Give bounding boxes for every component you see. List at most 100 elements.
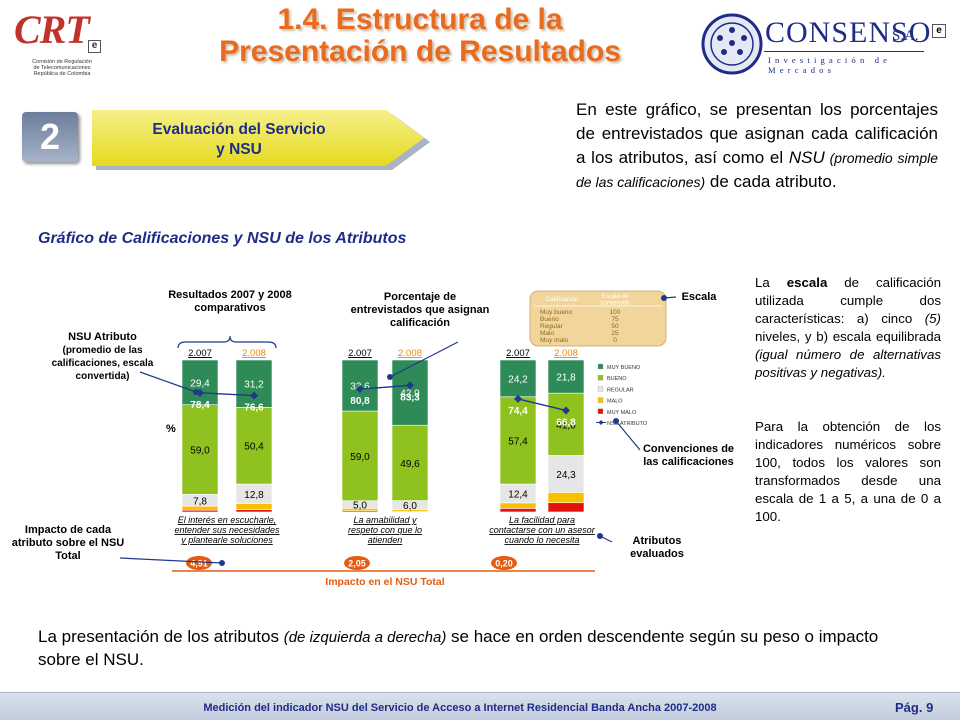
impact-badge xyxy=(491,556,517,570)
impact-value: 2,05 xyxy=(348,559,366,569)
title-line-1: 1.4. Estructura de la xyxy=(277,3,563,36)
callout-impact: Impacto de cada atributo sobre el NSU To… xyxy=(11,524,125,562)
scale-table-label: Muy bueno xyxy=(540,309,573,316)
bar-value-label: 50,4 xyxy=(244,442,264,453)
callout-nsu-title: NSU Atributo xyxy=(68,331,137,343)
callout-percent-assign: Porcentaje de entrevistados que asignan … xyxy=(350,291,490,329)
bar-value-label: 41,0 xyxy=(556,420,576,431)
arrow-nsu-head xyxy=(193,389,199,395)
nsu-line xyxy=(517,398,567,412)
scale-text-mid: de calificación utilizada cumple dos car… xyxy=(755,275,941,326)
bar-segment-muy-bueno xyxy=(499,359,537,398)
bar-segment-malo xyxy=(499,502,537,509)
section-banner-arrow xyxy=(92,110,430,170)
nsu-value-label: 83,3 xyxy=(400,392,420,403)
nsu-value-label: 66,8 xyxy=(556,417,576,428)
legend-nsu-marker xyxy=(598,420,604,425)
callout-scale: Escala xyxy=(681,291,717,303)
crt-caption-line: República de Colombia xyxy=(33,71,91,77)
bar-segment-bueno xyxy=(341,410,379,502)
nsu-marker xyxy=(562,406,570,415)
scale-table-bg xyxy=(529,290,667,347)
scale-paragraph: La escala de calificación utilizada cump… xyxy=(755,274,941,382)
scale-table-label: Muy malo xyxy=(540,337,569,344)
nsu-marker xyxy=(406,381,414,390)
transform-paragraph: Para la obtención de los indicadores num… xyxy=(755,419,941,524)
consenso-sa: S.A. xyxy=(892,28,919,44)
nsu-marker xyxy=(514,394,522,403)
bar-value-label: 42,9 xyxy=(400,389,420,400)
bar-segment-muy-malo xyxy=(235,509,273,513)
legend-swatch xyxy=(597,363,604,370)
title-line-2: Presentación de Resultados xyxy=(219,35,621,68)
intro-nsu: NSU xyxy=(788,148,825,167)
impact-badge xyxy=(186,556,212,570)
consenso-globe-icon xyxy=(701,13,763,75)
bar-value-label: 5,0 xyxy=(353,501,367,512)
nsu-line xyxy=(199,392,255,397)
consenso-rule xyxy=(764,51,924,52)
consenso-logo: CONSENSO S.A. Investigación de Mercados … xyxy=(700,12,950,77)
bar-value-label: 49,6 xyxy=(400,459,420,470)
scale-text-bold: escala xyxy=(786,275,828,290)
crt-logo-mark: CRT xyxy=(14,7,90,52)
scale-table-label: Regular xyxy=(540,323,564,330)
arrow-percent-head xyxy=(387,374,393,380)
consenso-subtitle: Investigación de Mercados xyxy=(768,55,892,75)
attribute-label: respeto con que lo xyxy=(348,525,422,535)
attribute-label: La facilidad para xyxy=(509,515,575,525)
scale-table-label: Malo xyxy=(540,330,554,337)
scale-table-value: 0 xyxy=(613,337,617,344)
bar-segment-muy-bueno xyxy=(547,359,585,394)
arrow-nsu xyxy=(139,371,197,393)
bar-value-label: 7,8 xyxy=(193,496,207,507)
bar-year-label: 2.008 xyxy=(242,348,266,359)
intro-text-3: de cada atributo. xyxy=(705,172,837,191)
bar-year-label: 2.007 xyxy=(506,348,530,359)
nsu-value-label: 74,4 xyxy=(508,406,528,417)
crt-logo: CRT e Comisión de Regulación de Telecomu… xyxy=(8,6,108,82)
bottom-text-italic: (de izquierda a derecha) xyxy=(283,629,447,646)
crt-caption: Comisión de Regulación de Telecomunicaci… xyxy=(12,59,112,77)
bar-year-label: 2.008 xyxy=(554,348,578,359)
attribute-label: La amabilidad y xyxy=(353,515,417,525)
legend-label: NSU ATRIBUTO xyxy=(607,421,648,427)
arrow-impact-head xyxy=(219,560,225,566)
scale-table-value: 75 xyxy=(611,316,619,323)
scale-table-header: conversión xyxy=(600,301,629,307)
bar-segment-muy-malo xyxy=(499,508,537,513)
attribute-label: contactarse con un asesor xyxy=(489,525,596,535)
bar-segment-malo xyxy=(235,503,273,510)
bar-year-label: 2.007 xyxy=(348,348,372,359)
bar-value-label: 24,3 xyxy=(556,470,576,481)
callout-nsu-desc: (promedio de las calificaciones, escala … xyxy=(51,345,154,382)
bar-segment-malo xyxy=(547,492,585,504)
intro-text-1: En este gráfico, se presentan los porcen… xyxy=(576,100,938,167)
bar-segment-bueno xyxy=(391,424,429,501)
callout-conventions: Convenciones de las calificaciones xyxy=(642,443,735,468)
callout-attributes: Atributos evaluados xyxy=(630,535,684,560)
crt-caption-line: Comisión de Regulación xyxy=(32,59,92,65)
page-number: Pág. 9 xyxy=(895,700,934,715)
footer-text: Medición del indicador NSU del Servicio … xyxy=(203,702,717,714)
section-label: Evaluación del Servicio y NSU xyxy=(104,120,374,160)
bar-segment-bueno xyxy=(499,396,537,485)
scale-table-value: 25 xyxy=(611,330,619,337)
bottom-paragraph: La presentación de los atributos (de izq… xyxy=(38,626,918,671)
footer-bar xyxy=(0,692,960,720)
callout-results-compare: Resultados 2007 y 2008 comparativos xyxy=(168,289,292,314)
bar-year-label: 2.008 xyxy=(398,348,422,359)
chart-layer: % 7,8 59,0 29,4 2.007 78,4 12,8 50,4 31,2 2.008 76… xyxy=(119,290,677,593)
bar-value-label: 31,2 xyxy=(244,380,264,391)
legend-swatch xyxy=(597,408,604,414)
scale-table-value: 100 xyxy=(610,309,621,316)
scale-table-header: Escala de xyxy=(602,294,629,300)
legend-label: MALO xyxy=(607,399,623,405)
percent-axis-label: % xyxy=(166,423,176,435)
section-label-line-2: y NSU xyxy=(216,141,262,158)
arrow-attributes-head xyxy=(597,533,603,539)
bar-value-label: 12,8 xyxy=(244,490,264,501)
bar-value-label: 59,0 xyxy=(190,446,210,457)
bar-segment-regular xyxy=(547,455,585,493)
